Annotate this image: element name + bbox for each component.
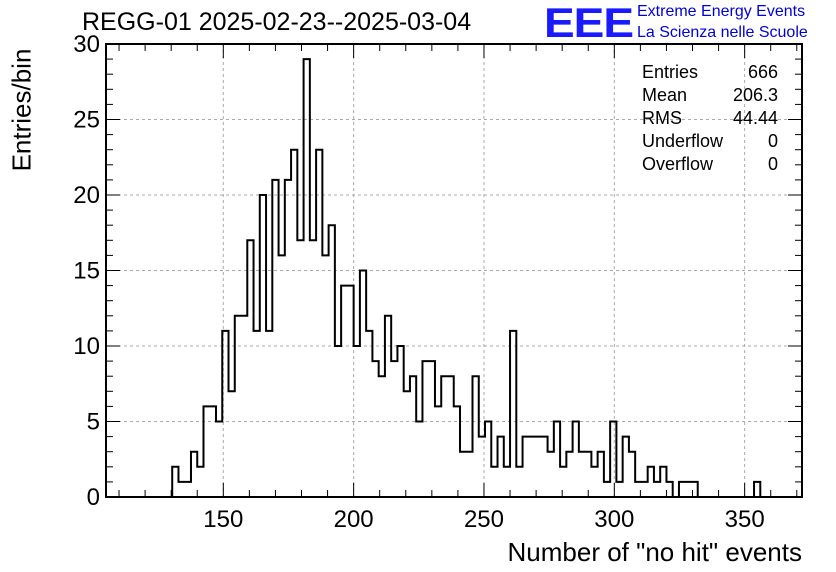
histogram-bin [391, 361, 397, 497]
x-tick-label: 300 [594, 506, 634, 533]
stats-label: Entries [642, 62, 698, 82]
x-tick-label: 150 [203, 506, 243, 533]
histogram-bin [491, 467, 497, 497]
histogram-bin [516, 467, 522, 497]
histogram-bin [641, 482, 647, 497]
histogram-bin [591, 467, 597, 497]
logo-caption-line2: La Scienza nelle Scuole [637, 24, 808, 41]
eee-logo: EEE [544, 0, 634, 47]
plot-frame [105, 43, 803, 498]
histogram-bin [654, 482, 660, 497]
x-tick-label: 350 [725, 506, 765, 533]
histogram-bin [379, 376, 385, 497]
x-tick-label: 200 [334, 506, 374, 533]
histogram-bin [372, 361, 378, 497]
x-axis-label: Number of "no hit" events [507, 537, 803, 567]
histogram-bin [216, 422, 222, 498]
histogram-bin [197, 467, 203, 497]
stats-label: Underflow [642, 131, 724, 151]
histogram-bin [466, 452, 472, 497]
stats-value: 206.3 [733, 85, 778, 105]
histogram-bin [548, 452, 554, 497]
histogram-bin [504, 467, 510, 497]
histogram-bin [529, 437, 535, 497]
histogram-bin [535, 437, 541, 497]
y-tick-label: 25 [73, 107, 100, 134]
histogram-bin [229, 391, 235, 497]
histogram-bin [560, 467, 566, 497]
histogram-bin [685, 482, 691, 497]
stats-value: 44.44 [733, 108, 778, 128]
y-tick-label: 10 [73, 333, 100, 360]
x-tick-label: 250 [464, 506, 504, 533]
stats-value: 666 [748, 62, 778, 82]
histogram-bin [322, 255, 328, 497]
histogram-bin [616, 482, 622, 497]
histogram-bin [404, 391, 410, 497]
chart-title: REGG-01 2025-02-23--2025-03-04 [82, 8, 472, 36]
histogram-bin [266, 331, 272, 497]
y-tick-label: 30 [73, 31, 100, 58]
stats-value: 0 [768, 131, 778, 151]
y-tick-label: 0 [87, 484, 100, 511]
histogram-bin [310, 240, 316, 497]
y-tick-label: 15 [73, 258, 100, 285]
histogram-bin [254, 331, 260, 497]
histogram-bin [604, 482, 610, 497]
logo-caption-line1: Extreme Energy Events [637, 3, 806, 20]
y-tick-label: 5 [87, 409, 100, 436]
stats-label: RMS [642, 108, 682, 128]
histogram-bin [241, 316, 247, 497]
histogram-bin [178, 482, 184, 497]
histogram-series [165, 58, 767, 498]
y-tick-label: 20 [73, 182, 100, 209]
histogram-bin [297, 240, 303, 497]
stats-value: 0 [768, 154, 778, 174]
histogram-bin [460, 452, 466, 497]
stats-label: Mean [642, 85, 687, 105]
histogram-bin [435, 406, 441, 497]
histogram-bin [185, 482, 191, 497]
stats-label: Overflow [642, 154, 714, 174]
histogram-bin [279, 255, 285, 497]
histogram-bin [579, 452, 585, 497]
histogram-bin [416, 422, 422, 498]
